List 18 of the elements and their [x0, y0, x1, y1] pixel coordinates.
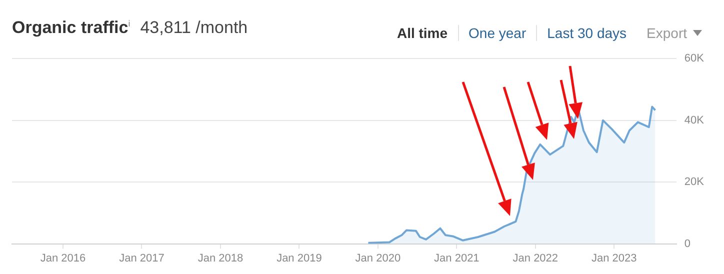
x-tick-label: Jan 2018 [198, 252, 244, 264]
x-tick-label: Jan 2021 [434, 252, 480, 264]
chart-subtitle: 43,811 /month [140, 18, 248, 38]
chart-title: Organic traffic$^{i}$ [12, 18, 130, 38]
y-tick-label: 0 [684, 238, 691, 250]
y-tick-label: 40K [684, 114, 705, 126]
y-tick-label: 20K [684, 176, 705, 188]
x-tick-label: Jan 2020 [355, 252, 401, 264]
text: One year [458, 25, 536, 41]
x-tick-label: Jan 2017 [119, 252, 164, 264]
text: Last 30 days [536, 25, 637, 41]
y-tick-label: 60K [684, 52, 705, 65]
text: Export [646, 25, 688, 41]
x-tick-label: Jan 2016 [40, 252, 86, 264]
x-tick-label: Jan 2022 [512, 252, 558, 264]
x-tick-label: Jan 2023 [592, 252, 637, 264]
x-tick-label: Jan 2019 [276, 252, 322, 264]
text: All time [396, 25, 449, 41]
